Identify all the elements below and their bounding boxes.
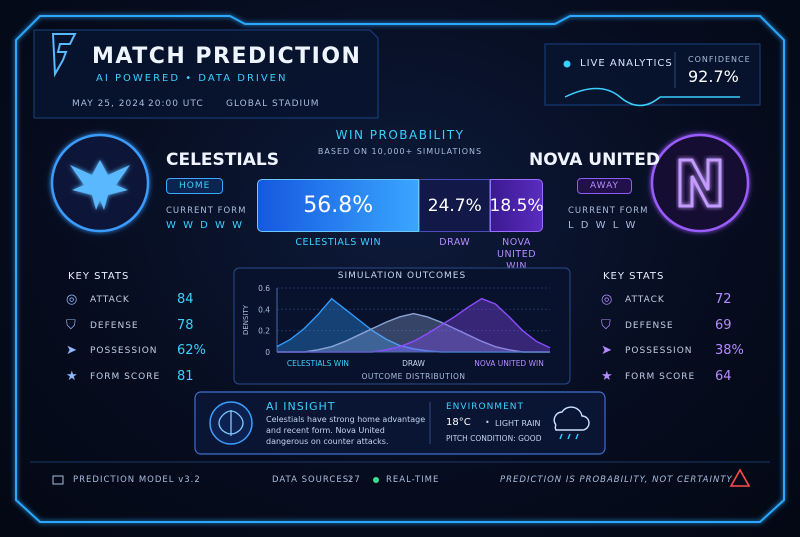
confidence: 92.7% [688, 67, 739, 86]
stat-value: 62% [177, 343, 206, 358]
stat-label: DEFENSE [90, 320, 139, 331]
density-area [277, 298, 550, 352]
density-line [277, 312, 550, 353]
sources-label: DATA SOURCES: [272, 475, 353, 485]
chart-panel [233, 267, 571, 385]
disclaimer: PREDICTION IS PROBABILITY, NOT CERTAINTY [500, 475, 733, 485]
stat-value: 38% [715, 343, 744, 358]
stat-label: POSSESSION [90, 346, 158, 356]
environment-title: ENVIRONMENT [446, 402, 524, 412]
simulation-chart: SIMULATION OUTCOMES DENSITY OUTCOME DISTRI… [233, 267, 571, 385]
rain-drops [559, 433, 579, 440]
stat-label: POSSESSION [625, 346, 693, 356]
home-form: W W D W W [166, 220, 244, 231]
y-tick-label: 0 [265, 348, 270, 357]
stat-value: 84 [177, 292, 194, 307]
lock-icon [52, 475, 64, 485]
y-tick-label: 0.2 [258, 327, 270, 336]
probability-bar: 56.8% 24.7% 18.5% [257, 179, 544, 232]
win-prob-title: WIN PROBABILITY [335, 128, 465, 142]
rain-icon [553, 406, 590, 431]
title: MATCH PREDICTION [92, 44, 362, 69]
probability-name: NOVA UNITED WIN [497, 237, 537, 272]
bullet: • [485, 418, 490, 427]
probability-name: DRAW [439, 237, 471, 248]
live-dot [563, 60, 571, 68]
stat-icon: ★ [601, 368, 613, 384]
stat-icon: ➤ [601, 343, 612, 358]
weather: LIGHT RAIN [495, 419, 541, 428]
x-tick-label: CELESTIALS WIN [287, 359, 349, 368]
insight-title: AI INSIGHT [266, 400, 336, 413]
away-name: NOVA UNITED [529, 150, 660, 170]
home-name: CELESTIALS [166, 150, 279, 170]
warning-icon [729, 468, 751, 487]
stat-label: ATTACK [90, 295, 130, 305]
insight-text: Celestials have strong home advantage an… [266, 415, 426, 446]
stat-label: FORM SCORE [625, 371, 696, 382]
home-form-label: CURRENT FORM [166, 206, 247, 216]
away-badge: AWAY [577, 178, 633, 194]
stat-label: DEFENSE [625, 320, 674, 331]
realtime: REAL-TIME [386, 475, 440, 485]
stat-icon: ➤ [66, 343, 77, 358]
analytics-panel [544, 43, 761, 106]
stat-icon: ⛉ [601, 317, 611, 333]
model: PREDICTION MODEL v3.2 [73, 475, 201, 485]
stat-icon: ◎ [66, 292, 78, 307]
stat-icon: ⛉ [66, 317, 76, 333]
x-tick-label: DRAW [402, 359, 425, 368]
venue: GLOBAL STADIUM [226, 99, 320, 109]
outer-frame [15, 15, 785, 523]
x-axis-label: OUTCOME DISTRIBUTION [362, 372, 466, 381]
probability-names: CELESTIALS WIN DRAW NOVA UNITED WIN [257, 237, 543, 273]
away-emblem [650, 133, 750, 233]
logo-shield [51, 33, 77, 78]
density-area [277, 298, 550, 352]
density-area [277, 313, 550, 352]
probability-segment: 56.8% [257, 179, 420, 232]
stat-value: 69 [715, 317, 732, 333]
stat-value: 64 [715, 368, 732, 384]
pitch: PITCH CONDITION: GOOD [446, 434, 542, 443]
nova-logo [678, 158, 722, 208]
win-prob-subtitle: BASED ON 10,000+ SIMULATIONS [317, 147, 483, 156]
probability-name: CELESTIALS WIN [295, 237, 382, 248]
stat-value: 78 [177, 317, 194, 333]
live-analytics: LIVE ANALYTICS [580, 58, 673, 69]
sources: 27 [348, 475, 361, 485]
temperature: 18°C [446, 417, 471, 428]
brain-shape [218, 410, 244, 436]
confidence-label: CONFIDENCE [688, 55, 751, 64]
stats-title: KEY STATS [603, 271, 665, 282]
stat-icon: ★ [66, 368, 78, 384]
time: 20:00 UTC [148, 99, 204, 109]
y-axis-label: DENSITY [242, 304, 250, 335]
y-tick-label: 0.4 [258, 305, 270, 314]
probability-segment: 18.5% [490, 179, 544, 232]
stat-value: 72 [715, 292, 732, 307]
tagline: AI POWERED • DATA DRIVEN [96, 73, 288, 84]
x-tick-label: NOVA UNITED WIN [474, 359, 544, 368]
stat-label: ATTACK [625, 295, 665, 305]
realtime-dot [373, 477, 379, 483]
insight-panel [194, 391, 606, 455]
chart-title: SIMULATION OUTCOMES [338, 271, 466, 281]
home-badge: HOME [166, 178, 224, 194]
y-tick-label: 0.6 [258, 284, 270, 293]
probability-segment: 24.7% [419, 179, 491, 232]
stat-icon: ◎ [601, 292, 613, 307]
stat-value: 81 [177, 368, 194, 384]
stat-label: FORM SCORE [90, 371, 161, 382]
header-panel [33, 29, 379, 119]
stats-title: KEY STATS [68, 271, 130, 282]
away-form-label: CURRENT FORM [568, 206, 649, 216]
waveform [564, 87, 661, 107]
away-form: L D W L W [568, 220, 638, 231]
phoenix-icon [70, 160, 130, 210]
date: MAY 25, 2024 [72, 99, 146, 109]
